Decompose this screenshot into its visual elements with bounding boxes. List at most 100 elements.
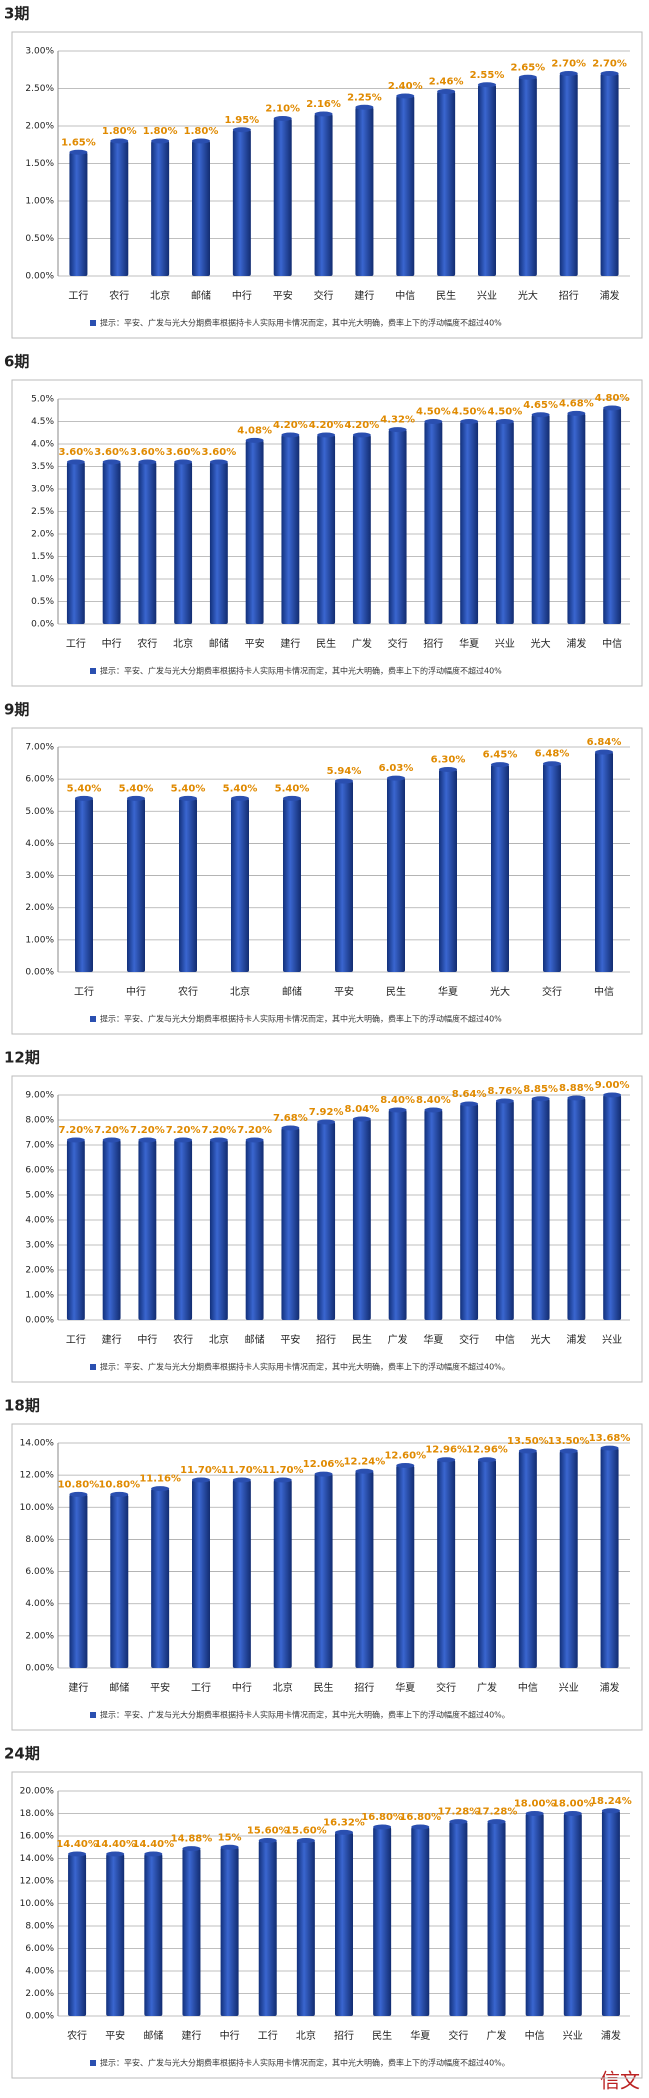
note: 提示：平安、广发与光大分期费率根据持卡人实际用卡情况而定，其中光大明确，费率上下… xyxy=(100,1710,510,1720)
bar xyxy=(567,413,586,624)
note: 提示：平安、广发与光大分期费率根据持卡人实际用卡情况而定，其中光大明确，费率上下… xyxy=(100,2058,510,2068)
bar xyxy=(437,91,456,276)
bar-cap xyxy=(231,795,249,801)
x-tick-label: 民生 xyxy=(372,2029,392,2042)
y-tick-label: 1.0% xyxy=(31,575,54,585)
y-tick-label: 4.00% xyxy=(25,1967,54,1977)
y-tick-label: 0.00% xyxy=(25,272,54,282)
value-label: 4.80% xyxy=(595,393,630,404)
x-tick-label: 广发 xyxy=(388,1333,408,1346)
y-tick-label: 6.00% xyxy=(25,775,54,785)
y-tick-label: 0.0% xyxy=(31,620,54,630)
x-tick-label: 交行 xyxy=(448,2029,468,2042)
value-label: 13.68% xyxy=(589,1433,631,1444)
bar-cap xyxy=(174,459,193,465)
bar-cap xyxy=(192,1477,210,1483)
bar-cap xyxy=(567,410,586,416)
y-tick-label: 1.00% xyxy=(25,197,54,207)
y-tick-label: 5.0% xyxy=(31,395,54,405)
x-tick-label: 农行 xyxy=(67,2029,87,2042)
bar-cap xyxy=(559,1448,578,1454)
x-tick-label: 北京 xyxy=(273,1681,293,1694)
y-tick-label: 12.00% xyxy=(20,1877,55,1887)
bar xyxy=(273,118,292,276)
y-tick-label: 8.00% xyxy=(25,1535,54,1545)
bar xyxy=(595,752,613,972)
x-tick-label: 华夏 xyxy=(395,1681,415,1694)
value-label: 11.16% xyxy=(139,1474,181,1485)
value-label: 2.40% xyxy=(388,81,423,92)
x-tick-label: 中行 xyxy=(102,637,122,650)
value-label: 5.40% xyxy=(171,783,206,794)
y-tick-label: 0.00% xyxy=(25,2012,54,2022)
bar xyxy=(209,462,228,624)
value-label: 8.76% xyxy=(488,1086,523,1097)
bar-cap xyxy=(138,459,157,465)
y-tick-label: 2.00% xyxy=(25,903,54,913)
value-label: 7.20% xyxy=(166,1125,201,1136)
value-label: 2.70% xyxy=(551,59,586,70)
x-tick-label: 广发 xyxy=(487,2029,507,2042)
bar-cap xyxy=(179,795,197,801)
bar xyxy=(209,1140,228,1320)
bar xyxy=(352,1119,371,1320)
y-tick-label: 3.00% xyxy=(25,1241,54,1251)
bar-cap xyxy=(411,1824,430,1830)
x-tick-label: 邮储 xyxy=(191,289,211,302)
x-tick-label: 中行 xyxy=(126,985,146,998)
bar xyxy=(388,429,407,624)
y-tick-label: 0.00% xyxy=(25,968,54,978)
bar xyxy=(174,1140,193,1320)
bar-cap xyxy=(424,419,443,424)
bar xyxy=(559,1451,578,1668)
x-tick-label: 建行 xyxy=(280,637,300,650)
bar xyxy=(424,1110,443,1320)
value-label: 12.06% xyxy=(303,1459,345,1470)
bar xyxy=(396,96,415,276)
value-label: 6.45% xyxy=(483,750,518,761)
bar xyxy=(110,1494,129,1668)
value-label: 15.60% xyxy=(285,1826,327,1837)
bar xyxy=(314,1474,333,1668)
x-tick-label: 浦发 xyxy=(600,1681,620,1694)
y-tick-label: 8.00% xyxy=(25,1116,54,1126)
value-label: 2.70% xyxy=(592,59,627,70)
x-tick-label: 平安 xyxy=(334,985,354,998)
x-tick-label: 平安 xyxy=(245,637,265,650)
bar xyxy=(127,798,145,972)
y-tick-label: 2.0% xyxy=(31,530,54,540)
value-label: 5.40% xyxy=(67,783,102,794)
x-tick-label: 民生 xyxy=(316,637,336,650)
y-tick-label: 4.00% xyxy=(25,1599,54,1609)
x-tick-label: 北京 xyxy=(230,985,250,998)
x-tick-label: 工行 xyxy=(68,289,88,302)
bar-cap xyxy=(388,427,407,433)
y-tick-label: 0.5% xyxy=(31,597,54,607)
x-tick-label: 工行 xyxy=(191,1681,211,1694)
bar-cap xyxy=(127,795,145,801)
y-tick-label: 1.50% xyxy=(25,159,54,169)
value-label: 5.40% xyxy=(223,783,258,794)
bar xyxy=(411,1827,430,2016)
x-tick-label: 光大 xyxy=(518,289,538,302)
value-label: 8.85% xyxy=(523,1084,558,1095)
x-tick-label: 中信 xyxy=(495,1333,515,1346)
y-tick-label: 1.00% xyxy=(25,935,54,945)
bar-cap xyxy=(518,1448,537,1454)
value-label: 18.24% xyxy=(590,1796,632,1807)
x-tick-label: 中信 xyxy=(602,637,622,650)
y-tick-label: 10.00% xyxy=(20,1899,55,1909)
bar xyxy=(151,141,170,276)
value-label: 13.50% xyxy=(548,1436,590,1447)
value-label: 2.16% xyxy=(306,99,341,110)
chart-title: 9期 xyxy=(4,701,29,719)
bar xyxy=(106,1854,125,2016)
x-tick-label: 交行 xyxy=(314,289,334,302)
chart-title: 24期 xyxy=(4,1745,40,1763)
bar-cap xyxy=(460,419,479,424)
bar-cap xyxy=(352,432,371,438)
bar xyxy=(296,1840,315,2016)
chart-title: 18期 xyxy=(4,1397,40,1415)
y-tick-label: 5.00% xyxy=(25,807,54,817)
bar xyxy=(69,1494,88,1668)
